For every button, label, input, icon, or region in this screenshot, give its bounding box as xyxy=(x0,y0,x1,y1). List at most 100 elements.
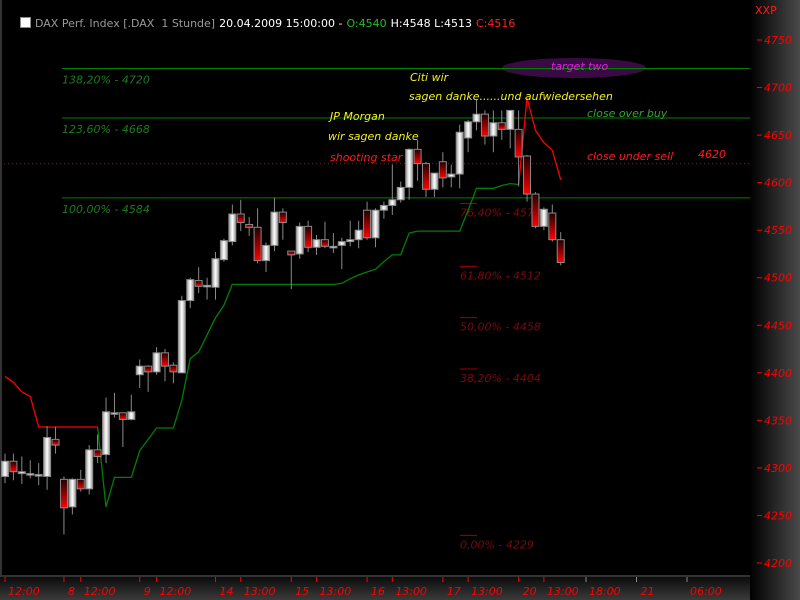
candle-body xyxy=(270,211,279,246)
candle-down xyxy=(523,155,532,202)
candle-body xyxy=(160,352,169,367)
candle-body xyxy=(430,172,439,190)
extension-level-label: 100,00% - 4584 xyxy=(62,203,150,216)
candle-up xyxy=(68,478,77,515)
price-tick-label: 4250 xyxy=(764,509,792,522)
candle-body xyxy=(245,223,254,228)
time-tick-label: 06:00 xyxy=(690,585,722,598)
candle-body xyxy=(480,113,489,137)
candle-down xyxy=(497,110,506,140)
price-tick-label: 4650 xyxy=(764,129,792,142)
candle-body xyxy=(497,122,506,130)
time-tick-label: 12:00 xyxy=(8,585,40,598)
candle-down xyxy=(169,362,178,384)
candle-body xyxy=(337,241,346,246)
candle-body xyxy=(396,186,405,201)
candle-down xyxy=(422,161,430,197)
candle-up xyxy=(102,397,111,464)
candle-down xyxy=(548,204,557,242)
candle-body xyxy=(51,438,60,446)
candle-up xyxy=(270,197,279,252)
candle-body xyxy=(506,109,515,130)
candle-up xyxy=(539,207,548,231)
time-tick-label: 18:00 xyxy=(589,585,621,598)
candle-body xyxy=(127,411,136,420)
retracement-level-label: 50,00% - 4458 xyxy=(460,321,541,334)
candle-body xyxy=(59,478,68,509)
candle-down xyxy=(320,221,329,249)
candle-down xyxy=(413,139,422,181)
candle-up xyxy=(346,220,355,247)
time-tick-label: 17 xyxy=(447,585,461,598)
bar-datetime: 20.04.2009 15:00:00 - xyxy=(219,17,343,30)
time-tick-label: 9 xyxy=(144,585,151,598)
candle-body xyxy=(295,225,304,255)
candle-up xyxy=(447,164,456,188)
price-tick-label: 4500 xyxy=(764,272,792,285)
time-tick-label: 12:00 xyxy=(84,585,116,598)
candle-body xyxy=(489,122,498,137)
high-low-value: H:4548 L:4513 xyxy=(390,17,472,30)
candle-up xyxy=(135,359,144,389)
candle-body xyxy=(312,239,321,248)
candle-body xyxy=(262,244,271,262)
window-icon[interactable] xyxy=(20,17,31,28)
instrument-title: DAX Perf. Index [.DAX 1 Stunde] xyxy=(35,17,216,30)
candle-down xyxy=(531,192,540,229)
candle-body xyxy=(523,155,532,195)
short-trailing-stop-line xyxy=(4,376,98,428)
time-axis-panel xyxy=(0,576,750,600)
candle-body xyxy=(514,128,523,158)
candle-body xyxy=(1,460,9,477)
candle-up xyxy=(430,172,439,197)
candle-down xyxy=(438,152,447,188)
candle-body xyxy=(253,226,262,262)
short-trailing-stop-line xyxy=(517,97,562,185)
candle-down xyxy=(76,469,85,492)
candle-up xyxy=(211,252,220,300)
candle-up xyxy=(262,242,271,273)
candle-up xyxy=(472,99,481,131)
candle-down xyxy=(9,453,18,481)
time-tick-label: 13:00 xyxy=(395,585,427,598)
time-tick-label: 13:00 xyxy=(547,585,579,598)
candle-body xyxy=(228,213,237,243)
candle-body xyxy=(464,121,473,139)
candle-down xyxy=(51,427,60,454)
candle-down xyxy=(160,349,169,382)
candle-body xyxy=(118,412,127,420)
candle-body xyxy=(379,204,388,211)
candle-up xyxy=(295,222,304,259)
candle-down xyxy=(236,199,245,232)
price-tick-label: 4600 xyxy=(764,177,792,190)
candle-up xyxy=(110,392,119,418)
target-two-ellipse xyxy=(502,58,646,78)
candle-body xyxy=(472,113,481,123)
corner-label: XXP xyxy=(755,4,777,17)
candle-up xyxy=(396,181,405,203)
annotation-close-under-sell: close under sell xyxy=(587,150,674,163)
candle-body xyxy=(177,300,186,374)
candle-up xyxy=(177,295,186,374)
axis-divider xyxy=(0,575,750,577)
annotation-shooting-star: shooting star xyxy=(330,151,403,164)
candle-body xyxy=(135,365,144,376)
candle-down xyxy=(194,267,203,293)
left-border xyxy=(0,0,2,576)
candle-body xyxy=(26,473,35,476)
time-tick-label: 13:00 xyxy=(244,585,276,598)
retracement-level-label: 0,00% - 4229 xyxy=(460,538,534,551)
candle-body xyxy=(320,239,329,247)
candle-up xyxy=(371,208,380,248)
price-tick-label: 4700 xyxy=(764,82,792,95)
candle-body xyxy=(93,449,102,457)
annotation-4620: 4620 xyxy=(698,148,726,161)
candle-body xyxy=(413,148,422,165)
candle-down xyxy=(556,232,565,266)
chart-header: DAX Perf. Index [.DAX 1 Stunde] 20.04.200… xyxy=(6,4,519,43)
candle-body xyxy=(76,478,85,490)
extension-level-label: 138,20% - 4720 xyxy=(62,74,150,87)
candle-up xyxy=(312,234,321,255)
